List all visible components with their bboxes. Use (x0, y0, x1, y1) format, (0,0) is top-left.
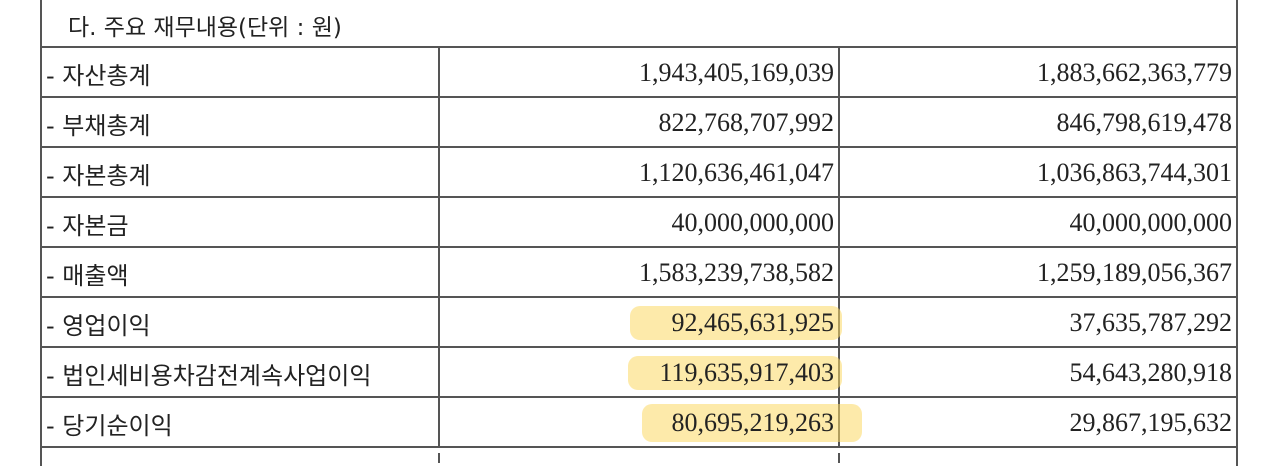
current-period-value: 92,465,631,925 (671, 308, 835, 337)
prior-period-value: 54,643,280,918 (1069, 358, 1233, 387)
current-period-cell: 1,943,405,169,039 (440, 48, 840, 96)
prior-period-value: 1,259,189,056,367 (1037, 258, 1232, 287)
row-label: - 자본금 (46, 212, 129, 240)
current-period-value: 40,000,000,000 (671, 208, 835, 237)
row-label: - 자본총계 (46, 162, 151, 190)
table-row: - 자산총계 1,943,405,169,039 1,883,662,363,779 (42, 48, 1236, 98)
prior-period-cell: 29,867,195,632 (840, 398, 1236, 446)
prior-period-cell: 54,643,280,918 (840, 348, 1236, 396)
table-row: - 자본금 40,000,000,000 40,000,000,000 (42, 198, 1236, 248)
table-row: - 당기순이익 80,695,219,263 29,867,195,632 (42, 398, 1236, 448)
prior-period-cell: 40,000,000,000 (840, 198, 1236, 246)
prior-period-value: 846,798,619,478 (1056, 108, 1233, 137)
current-period-value: 1,583,239,738,582 (639, 258, 834, 287)
row-label: - 영업이익 (46, 312, 151, 340)
prior-period-cell: 37,635,787,292 (840, 298, 1236, 346)
current-period-cell: 822,768,707,992 (440, 98, 840, 146)
row-label: - 법인세비용차감전계속사업이익 (46, 362, 372, 390)
prior-period-value: 37,635,787,292 (1069, 308, 1233, 337)
table-row: - 법인세비용차감전계속사업이익 119,635,917,403 54,643,28… (42, 348, 1236, 398)
row-label: - 자산총계 (46, 62, 151, 90)
row-label: - 매출액 (46, 262, 129, 290)
table-row: - 부채총계 822,768,707,992 846,798,619,478 (42, 98, 1236, 148)
table-row: - 매출액 1,583,239,738,582 1,259,189,056,367 (42, 248, 1236, 298)
table-title: 다. 주요 재무내용(단위 : 원) (68, 15, 342, 41)
prior-period-value: 1,036,863,744,301 (1037, 158, 1232, 187)
current-period-cell: 40,000,000,000 (440, 198, 840, 246)
row-label-cell: - 자본금 (42, 198, 440, 246)
prior-period-cell: 1,883,662,363,779 (840, 48, 1236, 96)
row-label-cell: - 당기순이익 (42, 398, 440, 446)
current-period-cell: 1,583,239,738,582 (440, 248, 840, 296)
row-label-cell: - 법인세비용차감전계속사업이익 (42, 348, 440, 396)
current-period-cell: 80,695,219,263 (440, 398, 862, 446)
prior-period-value: 29,867,195,632 (1069, 408, 1233, 437)
table-title-row: 다. 주요 재무내용(단위 : 원) (42, 0, 1236, 48)
table-row: - 영업이익 92,465,631,925 37,635,787,292 (42, 298, 1236, 348)
current-period-value: 822,768,707,992 (658, 108, 835, 137)
column-divider-stub (438, 453, 440, 463)
prior-period-cell: 846,798,619,478 (840, 98, 1236, 146)
current-period-cell: 1,120,636,461,047 (440, 148, 840, 196)
table-row: - 자본총계 1,120,636,461,047 1,036,863,744,301 (42, 148, 1236, 198)
current-period-value: 80,695,219,263 (671, 408, 835, 437)
current-period-cell: 92,465,631,925 (440, 298, 842, 346)
row-label: - 당기순이익 (46, 412, 173, 440)
current-period-value: 119,635,917,403 (659, 358, 834, 387)
column-divider-stub (838, 453, 840, 463)
prior-period-cell: 1,036,863,744,301 (840, 148, 1236, 196)
row-label-cell: - 자산총계 (42, 48, 440, 96)
prior-period-cell: 1,259,189,056,367 (840, 248, 1236, 296)
prior-period-value: 1,883,662,363,779 (1037, 58, 1232, 87)
financial-summary-table: 다. 주요 재무내용(단위 : 원) - 자산총계 1,943,405,169,0… (40, 0, 1238, 466)
current-period-cell: 119,635,917,403 (440, 348, 842, 396)
row-label: - 부채총계 (46, 112, 151, 140)
prior-period-value: 40,000,000,000 (1069, 208, 1233, 237)
current-period-value: 1,943,405,169,039 (639, 58, 834, 87)
row-label-cell: - 자본총계 (42, 148, 440, 196)
row-label-cell: - 매출액 (42, 248, 440, 296)
row-label-cell: - 부채총계 (42, 98, 440, 146)
current-period-value: 1,120,636,461,047 (639, 158, 834, 187)
row-label-cell: - 영업이익 (42, 298, 440, 346)
